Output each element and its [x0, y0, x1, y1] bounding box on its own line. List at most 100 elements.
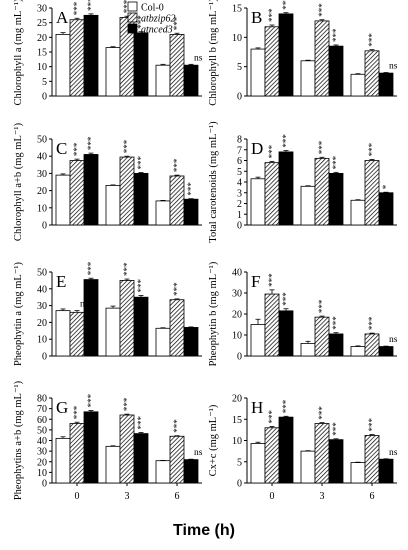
bar — [350, 462, 366, 484]
bar — [133, 172, 149, 226]
panel-b: 0 5 10 15 B Chlorophyll b (mg mL⁻¹) *** *** *** *… — [208, 0, 398, 106]
y-tick-label: 50 — [37, 135, 47, 146]
significance-label: *** — [367, 316, 377, 330]
legend-swatch — [127, 12, 138, 23]
significance-label: *** — [317, 140, 327, 154]
x-tick-label: 0 — [270, 491, 275, 502]
significance-label: *** — [172, 158, 182, 172]
y-tick-label: 5 — [42, 77, 47, 88]
bar — [155, 327, 171, 357]
bar — [69, 160, 85, 226]
y-axis-label: Total carotenoids (mg mL⁻¹) — [208, 121, 219, 243]
significance-label: *** — [267, 273, 277, 287]
panel-letter: D — [251, 139, 263, 158]
panel-letter: C — [56, 139, 67, 158]
significance-label: *** — [281, 134, 291, 148]
panel-letter: H — [251, 398, 263, 417]
x-tick-label: 3 — [320, 491, 325, 502]
y-tick-label: 60 — [37, 415, 47, 426]
bar — [133, 433, 149, 484]
bar — [169, 435, 185, 484]
significance-label: *** — [281, 292, 291, 306]
bar — [119, 279, 135, 357]
y-tick-label: 15 — [232, 415, 242, 426]
bar — [364, 160, 380, 226]
bar — [55, 174, 71, 226]
bar — [300, 60, 316, 97]
panel-h: 0 5 10 15 20 H Cx+c (mg mL⁻¹) *** *** 0 *** *** 3 ***… — [208, 394, 398, 503]
y-axis-label: Pheophytins a+b (mg mL⁻¹) — [13, 380, 24, 500]
bar — [155, 64, 171, 97]
y-tick-label: 30 — [37, 301, 47, 312]
bar — [378, 192, 394, 226]
y-tick-label: 15 — [232, 4, 242, 15]
x-tick-label: 6 — [370, 491, 375, 502]
bar — [133, 32, 149, 97]
significance-label: *** — [136, 15, 146, 29]
panel-a: 0 5 10 15 20 25 30 A Chlorophyll a (mg mL⁻¹) *** *… — [13, 0, 203, 105]
bar — [133, 296, 149, 357]
y-tick-label: 10 — [232, 436, 242, 447]
bar — [183, 64, 199, 97]
y-axis-label: Chlorophyll a+b (mg mL⁻¹) — [13, 122, 24, 241]
significance-label: ns — [389, 62, 398, 72]
bar — [169, 299, 185, 357]
significance-label: *** — [72, 142, 82, 156]
bar — [300, 342, 316, 357]
panel-letter: E — [56, 272, 66, 291]
bar — [350, 73, 366, 97]
y-tick-label: 10 — [232, 331, 242, 342]
bar — [364, 50, 380, 97]
y-tick-label: 50 — [37, 268, 47, 279]
bar — [183, 459, 199, 484]
y-tick-label: 2 — [237, 199, 242, 210]
significance-label: *** — [367, 418, 377, 432]
significance-label: *** — [331, 155, 341, 169]
bar — [278, 13, 294, 97]
y-tick-label: 20 — [232, 310, 242, 321]
bar — [55, 437, 71, 484]
y-tick-label: 0 — [42, 479, 47, 490]
legend-swatch — [127, 23, 138, 34]
y-tick-label: 0 — [42, 92, 47, 103]
bar — [264, 162, 280, 226]
bar — [105, 47, 121, 97]
y-tick-label: 5 — [237, 62, 242, 73]
x-axis-title: Time (h) — [173, 522, 235, 539]
panel-c: 0 10 20 30 40 50 C Chlorophyll a+b (mg mL⁻¹) ***… — [13, 122, 202, 241]
significance-label: * — [381, 184, 391, 189]
significance-label: *** — [136, 156, 146, 170]
significance-label: ns — [389, 448, 398, 458]
bar — [69, 19, 85, 97]
significance-label: *** — [331, 316, 341, 330]
y-tick-label: 40 — [37, 436, 47, 447]
y-tick-label: 10 — [37, 335, 47, 346]
significance-label: *** — [367, 33, 377, 47]
y-tick-label: 20 — [37, 457, 47, 468]
bar — [155, 460, 171, 484]
panel-letter: F — [251, 272, 260, 291]
bar — [300, 185, 316, 226]
panel-letter: G — [56, 398, 68, 417]
y-tick-label: 30 — [232, 289, 242, 300]
bar — [314, 20, 330, 97]
bar — [169, 175, 185, 226]
y-axis-label: Pheophytin b (mg mL⁻¹) — [208, 261, 219, 366]
significance-label: *** — [172, 419, 182, 433]
bar — [278, 151, 294, 226]
panel-f: 0 10 20 30 40 F Pheophytin b (mg mL⁻¹) *** *** **… — [208, 261, 398, 366]
bar — [278, 416, 294, 484]
y-tick-label: 10 — [37, 62, 47, 73]
significance-label: *** — [72, 1, 82, 15]
bar — [350, 346, 366, 357]
y-tick-label: 30 — [37, 4, 47, 15]
significance-label: *** — [86, 393, 96, 407]
significance-label: *** — [317, 299, 327, 313]
significance-label: *** — [267, 409, 277, 423]
bar — [83, 279, 99, 357]
significance-label: *** — [331, 422, 341, 436]
